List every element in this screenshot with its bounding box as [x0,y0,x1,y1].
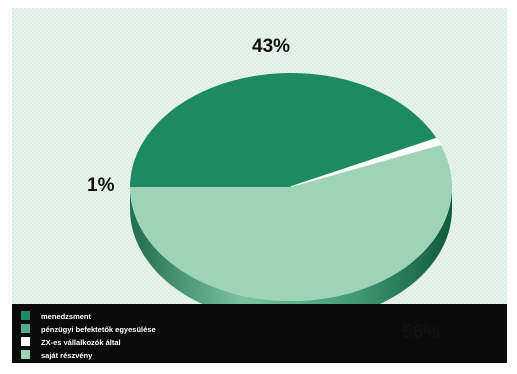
legend-label-3: saját részvény [41,351,93,360]
legend-label-1: pénzügyi befektetők egyesülése [41,325,156,334]
pie-slice-0 [130,73,437,187]
slice-label-menedzsment: 43% [252,36,290,57]
legend-items: menedzsment pénzügyi befektetők egyesülés… [21,311,156,360]
pie-slice-3 [130,145,452,301]
legend-background [12,304,507,363]
legend-label-2: ZX-es vállalkozók által [41,338,121,347]
pie-slice-2 [290,137,442,188]
legend: menedzsment pénzügyi befektetők egyesülés… [12,304,507,363]
legend-swatch-2 [21,337,30,346]
legend-swatch-3 [21,350,30,359]
slice-label-sajat: 56% [402,322,440,343]
legend-label-0: menedzsment [41,312,92,321]
legend-swatch-1 [21,324,30,333]
legend-swatch-0 [21,311,30,320]
pie-group [130,73,452,323]
slice-label-zx: 1% [87,175,115,196]
pie-side-wall [130,187,452,323]
